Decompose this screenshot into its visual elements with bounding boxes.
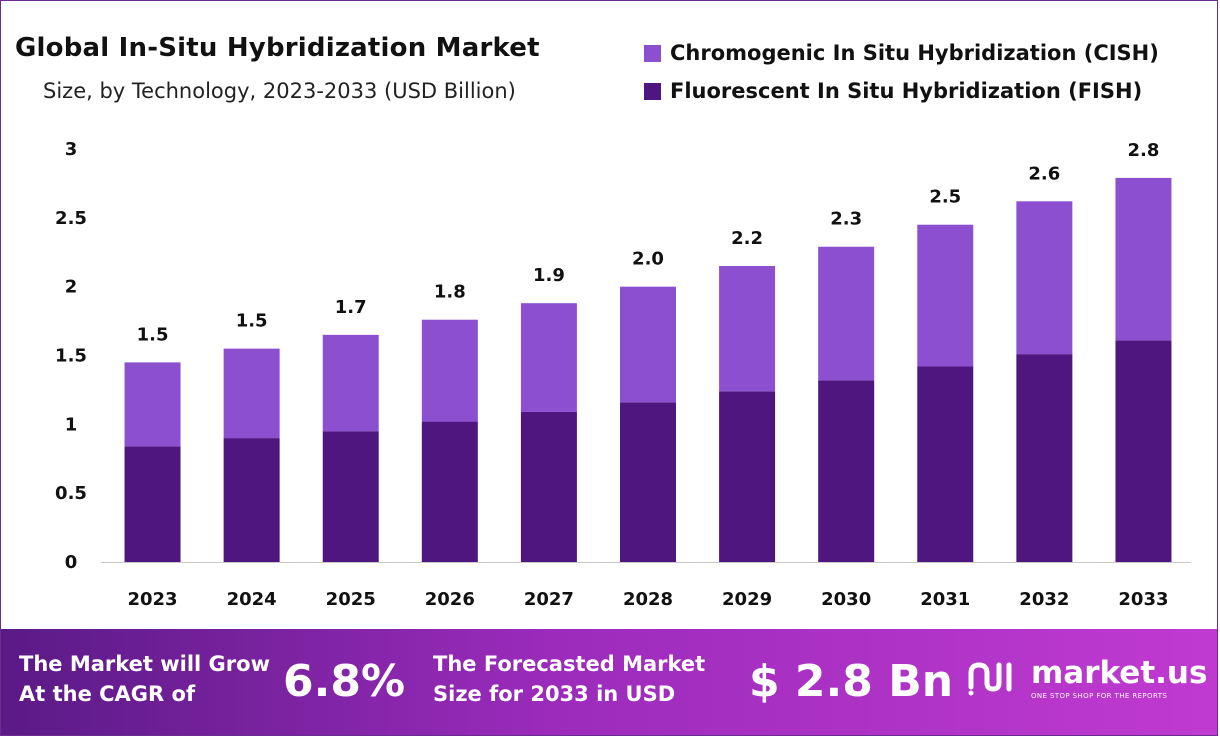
- bar-segment-fish: [520, 411, 577, 562]
- bar-segment-fish: [620, 402, 676, 562]
- bar-segment-cish: [1115, 177, 1172, 341]
- bar-segment-cish: [520, 303, 577, 412]
- cagr-value: 6.8%: [283, 656, 406, 707]
- y-tick-label: 1: [65, 414, 78, 435]
- x-tick-label: 2025: [326, 589, 376, 610]
- x-tick-label: 2033: [1118, 589, 1168, 610]
- cagr-text-line2: At the CAGR of: [19, 682, 196, 706]
- bar-segment-cish: [818, 246, 875, 381]
- x-tick-label: 2026: [425, 589, 475, 610]
- bar-segment-cish: [124, 362, 181, 447]
- x-tick-label: 2032: [1019, 589, 1069, 610]
- cagr-text-line1: The Market will Grow: [19, 652, 270, 676]
- market-us-tagline: ONE STOP SHOP FOR THE REPORTS: [1031, 692, 1168, 700]
- bar-segment-cish: [421, 319, 478, 422]
- x-tick-label: 2031: [920, 589, 970, 610]
- x-tick-label: 2024: [227, 589, 277, 610]
- bar-segment-fish: [322, 431, 379, 562]
- bar-segment-cish: [719, 266, 776, 392]
- forecast-value: $ 2.8 Bn: [749, 656, 954, 707]
- market-us-logo-icon: [968, 662, 1012, 696]
- bar-total-label: 2.6: [1028, 163, 1060, 184]
- bar-segment-fish: [1016, 354, 1073, 562]
- y-tick-label: 0: [65, 552, 78, 573]
- bar-total-label: 2.8: [1128, 140, 1160, 161]
- legend-label-fish: Fluorescent In Situ Hybridization (FISH): [670, 79, 1143, 103]
- bar-total-label: 1.5: [137, 324, 169, 345]
- bar-total-label: 1.8: [434, 282, 466, 303]
- forecast-text-line1: The Forecasted Market: [433, 652, 706, 676]
- y-tick-label: 1.5: [55, 346, 87, 367]
- bar-segment-fish: [719, 391, 776, 562]
- bar-segment-fish: [124, 446, 181, 562]
- bar-segment-fish: [818, 380, 875, 562]
- bar-segment-cish: [917, 224, 974, 367]
- y-tick-label: 2: [65, 277, 78, 298]
- bar-segment-fish: [223, 438, 280, 562]
- bar-total-label: 1.7: [335, 297, 367, 318]
- bar-total-label: 2.2: [731, 228, 763, 249]
- stacked-bar-chart: 0 0.5 1 1.5 2 2.5 3 1.5 2023 1.5 2024 1.7 2025 1.8 202…: [55, 139, 1191, 610]
- legend-item-cish: Chromogenic In Situ Hybridization (CISH): [644, 34, 1159, 72]
- bar-segment-fish: [421, 421, 478, 562]
- y-tick-label: 0.5: [55, 483, 87, 504]
- legend: Chromogenic In Situ Hybridization (CISH)…: [644, 34, 1159, 110]
- legend-label-cish: Chromogenic In Situ Hybridization (CISH): [670, 41, 1159, 65]
- x-tick-label: 2023: [127, 589, 177, 610]
- x-tick-label: 2029: [722, 589, 772, 610]
- bar-total-label: 2.0: [632, 249, 664, 270]
- x-tick-label: 2028: [623, 589, 673, 610]
- bar-total-label: 2.3: [830, 209, 862, 230]
- legend-swatch-cish: [644, 44, 661, 62]
- footer-banner: The Market will Grow At the CAGR of 6.8%…: [1, 629, 1217, 735]
- x-tick-label: 2030: [821, 589, 871, 610]
- bar-segment-cish: [223, 348, 280, 439]
- bar-segment-fish: [917, 366, 974, 562]
- chart-subtitle: Size, by Technology, 2023-2033 (USD Bill…: [43, 79, 516, 103]
- bar-segment-cish: [322, 334, 379, 432]
- forecast-text-line2: Size for 2033 in USD: [433, 682, 676, 706]
- bar-segment-fish: [1115, 340, 1172, 562]
- market-us-logo-text: market.us: [1031, 655, 1208, 691]
- y-tick-label: 2.5: [55, 208, 87, 229]
- x-tick-label: 2027: [524, 589, 574, 610]
- bar-total-label: 2.5: [929, 187, 961, 208]
- y-tick-label: 3: [65, 139, 78, 160]
- legend-item-fish: Fluorescent In Situ Hybridization (FISH): [644, 72, 1159, 110]
- bar-total-label: 1.5: [236, 311, 268, 332]
- bar-segment-cish: [620, 286, 676, 403]
- bar-segment-cish: [1016, 201, 1073, 355]
- bar-total-label: 1.9: [533, 265, 565, 286]
- chart-title: Global In-Situ Hybridization Market: [15, 33, 540, 63]
- legend-swatch-fish: [644, 82, 661, 100]
